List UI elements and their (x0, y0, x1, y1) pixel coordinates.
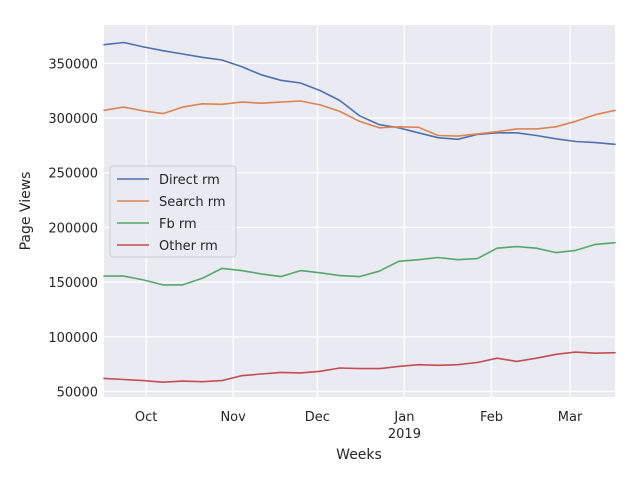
legend-label: Other rm (159, 239, 218, 254)
legend-box (109, 165, 237, 258)
y-axis-title: Page Views (18, 172, 34, 251)
x-tick-label: Oct (135, 410, 157, 425)
y-tick-label: 50000 (57, 386, 98, 401)
x-axis-ticks: Oct Nov Dec Jan 2019 Feb Mar (135, 410, 583, 442)
x-tick-label: Nov (220, 410, 246, 425)
legend-label: Fb rm (159, 217, 197, 232)
series-line-direct-rm (103, 41, 616, 146)
y-axis-ticks: 50000 100000 150000 200000 250000 300000 35000… (48, 57, 98, 400)
series-line-search-rm (103, 100, 616, 137)
y-tick-label: 300000 (48, 112, 98, 127)
legend-label: Direct rm (159, 173, 220, 188)
x-tick-label: Feb (480, 410, 503, 425)
series-line-fb-rm (103, 241, 616, 286)
legend: Direct rm Search rm Fb rm Other rm (109, 165, 237, 258)
y-tick-label: 200000 (48, 221, 98, 236)
x-axis-title: Weeks (336, 447, 382, 463)
x-tick-label: Dec (305, 410, 330, 425)
x-tick-label: Jan (393, 410, 414, 425)
y-tick-label: 350000 (48, 57, 98, 72)
y-tick-label: 250000 (48, 167, 98, 182)
y-tick-label: 150000 (48, 276, 98, 291)
legend-label: Search rm (159, 195, 226, 210)
series-lines (103, 41, 616, 384)
x-tick-label: Mar (558, 410, 583, 425)
series-line-other-rm (103, 351, 616, 384)
x-tick-sublabel: 2019 (388, 427, 421, 442)
y-tick-label: 100000 (48, 331, 98, 346)
